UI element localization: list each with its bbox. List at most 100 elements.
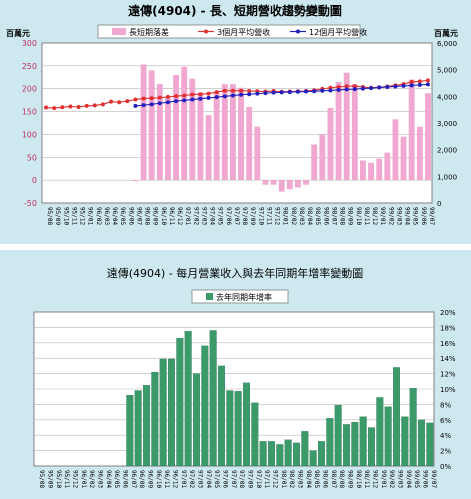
- chart1-xtick: 99/02: [387, 207, 394, 225]
- chart1-ytick-right: 0: [437, 200, 441, 208]
- chart1-xtick: 96/03: [103, 207, 110, 225]
- chart1-line-point: [369, 86, 374, 91]
- chart1-xtick: 96/04: [111, 207, 118, 225]
- chart1-line-point: [149, 96, 154, 101]
- chart1-ytick-left: 150: [22, 108, 37, 117]
- chart1-ytick-right: 5,000: [437, 67, 457, 75]
- chart1-legend-label: 3個月平均營收: [217, 27, 270, 37]
- chart1-bar: [368, 162, 374, 181]
- chart1-xtick: 98/02: [290, 207, 297, 225]
- chart1-ytick-left: 0: [32, 176, 37, 185]
- chart1-line-point: [174, 99, 179, 104]
- chart2-bar: [159, 358, 167, 467]
- chart1-xtick: 95/08: [46, 207, 53, 225]
- chart1-bar: [384, 152, 391, 181]
- chart2-ytick: 20%: [440, 309, 456, 317]
- chart2-xtick: 99/01: [380, 470, 387, 488]
- chart2-ytick: 18%: [440, 324, 456, 332]
- chart2-xtick: 95/12: [72, 470, 79, 488]
- chart1-xtick: 97/12: [274, 207, 281, 225]
- chart2-xtick: 96/06: [122, 470, 129, 488]
- chart2-xtick: 98/07: [330, 470, 337, 488]
- chart1-line-point: [76, 105, 81, 109]
- chart1-bar: [295, 180, 301, 188]
- chart2-xtick: 98/11: [363, 470, 370, 488]
- chart2-xtick: 97/09: [247, 470, 254, 488]
- chart1-line-point: [417, 79, 422, 84]
- chart1-line-point: [68, 104, 73, 109]
- chart1-bar: [400, 136, 407, 181]
- chart1-xtick: 97/10: [257, 207, 264, 225]
- chart1-bar: [319, 134, 326, 181]
- chart1-line-point: [141, 96, 146, 101]
- chart1-line-point: [247, 89, 252, 93]
- chart2-bar: [401, 416, 409, 467]
- chart2-bar: [376, 397, 384, 467]
- chart1-line-point: [263, 91, 268, 96]
- chart1-line-point: [271, 90, 276, 95]
- chart1-line-point: [230, 93, 235, 98]
- chart1-line-point: [117, 100, 122, 105]
- chart2-xtick: 99/04: [405, 470, 412, 488]
- chart1-bar: [392, 119, 399, 181]
- chart1-line-point: [157, 101, 162, 106]
- chart2-xtick: 96/03: [97, 470, 104, 488]
- chart1-xtick: 96/09: [152, 207, 159, 225]
- chart2-xtick: 97/07: [230, 470, 237, 488]
- chart1-bar: [351, 84, 358, 181]
- chart2-ytick: 16%: [440, 340, 456, 348]
- chart2-xtick: 98/06: [322, 470, 329, 488]
- chart1-line-point: [409, 83, 414, 88]
- chart2-legend: 去年同期年增率: [191, 289, 289, 304]
- chart1-ytick-left: 50: [27, 153, 37, 162]
- yoy-growth-chart: 遠傳(4904) - 每月營業收入與去年同期年增率變動圖 去年同期年增率 20%…: [0, 250, 471, 499]
- chart1-line-point: [190, 97, 195, 102]
- chart2-bar: [134, 390, 142, 467]
- chart1-line-point: [304, 89, 309, 94]
- chart1-bar: [181, 66, 188, 181]
- chart1-bar: [173, 75, 179, 181]
- chart2-xtick: 98/08: [338, 470, 345, 488]
- chart1-line-point: [344, 87, 349, 92]
- chart1-xtick: 98/04: [306, 207, 313, 225]
- chart1-ytick-right: 2,000: [437, 147, 457, 155]
- chart1-legend-label: 12個月平均營收: [309, 27, 367, 37]
- chart1-line-point: [425, 82, 430, 87]
- chart2-xtick: 95/10: [55, 470, 62, 488]
- chart2-ytick: 2%: [440, 448, 451, 456]
- chart1-line-point: [287, 90, 292, 95]
- chart1-line-point: [141, 103, 146, 108]
- chart1-bar: [425, 93, 431, 181]
- chart1-ytick-right: 4,000: [437, 93, 457, 101]
- chart1-line-point: [401, 83, 406, 88]
- chart2-bar: [343, 424, 350, 467]
- chart1-bar: [213, 92, 220, 181]
- chart2-bar: [368, 427, 375, 467]
- chart1-xtick: 98/07: [330, 207, 337, 225]
- chart2-xtick: 97/12: [272, 470, 279, 488]
- chart2-xtick: 96/08: [138, 470, 145, 488]
- chart1-xtick: 98/11: [363, 207, 370, 225]
- chart1-legend-box: [97, 24, 361, 39]
- chart1-ytick-left: 200: [22, 85, 37, 94]
- chart2-xtick: 98/05: [313, 470, 320, 488]
- chart1-xtick: 99/07: [428, 207, 435, 225]
- chart1-bar: [303, 180, 309, 185]
- chart2-xtick: 97/05: [213, 470, 220, 488]
- chart1-xtick: 96/05: [119, 207, 126, 225]
- chart2-bar: [243, 382, 250, 467]
- chart2-xtick: 97/06: [222, 470, 229, 488]
- chart2-xtick: 97/08: [238, 470, 245, 488]
- chart1-bar: [311, 144, 318, 181]
- chart2-xtick: 98/03: [297, 470, 304, 488]
- chart2-xtick: 99/05: [413, 470, 420, 488]
- chart1-line-point: [255, 91, 260, 96]
- chart1-xtick: 96/12: [176, 207, 183, 225]
- chart2-bar: [143, 384, 150, 467]
- chart2-xtick: 97/01: [180, 470, 187, 488]
- chart1-line-point: [84, 103, 89, 108]
- chart1-bar: [360, 160, 366, 181]
- chart2-ytick: 0%: [440, 463, 451, 471]
- chart1-line-point: [165, 100, 170, 105]
- chart1-xtick: 96/10: [160, 207, 167, 225]
